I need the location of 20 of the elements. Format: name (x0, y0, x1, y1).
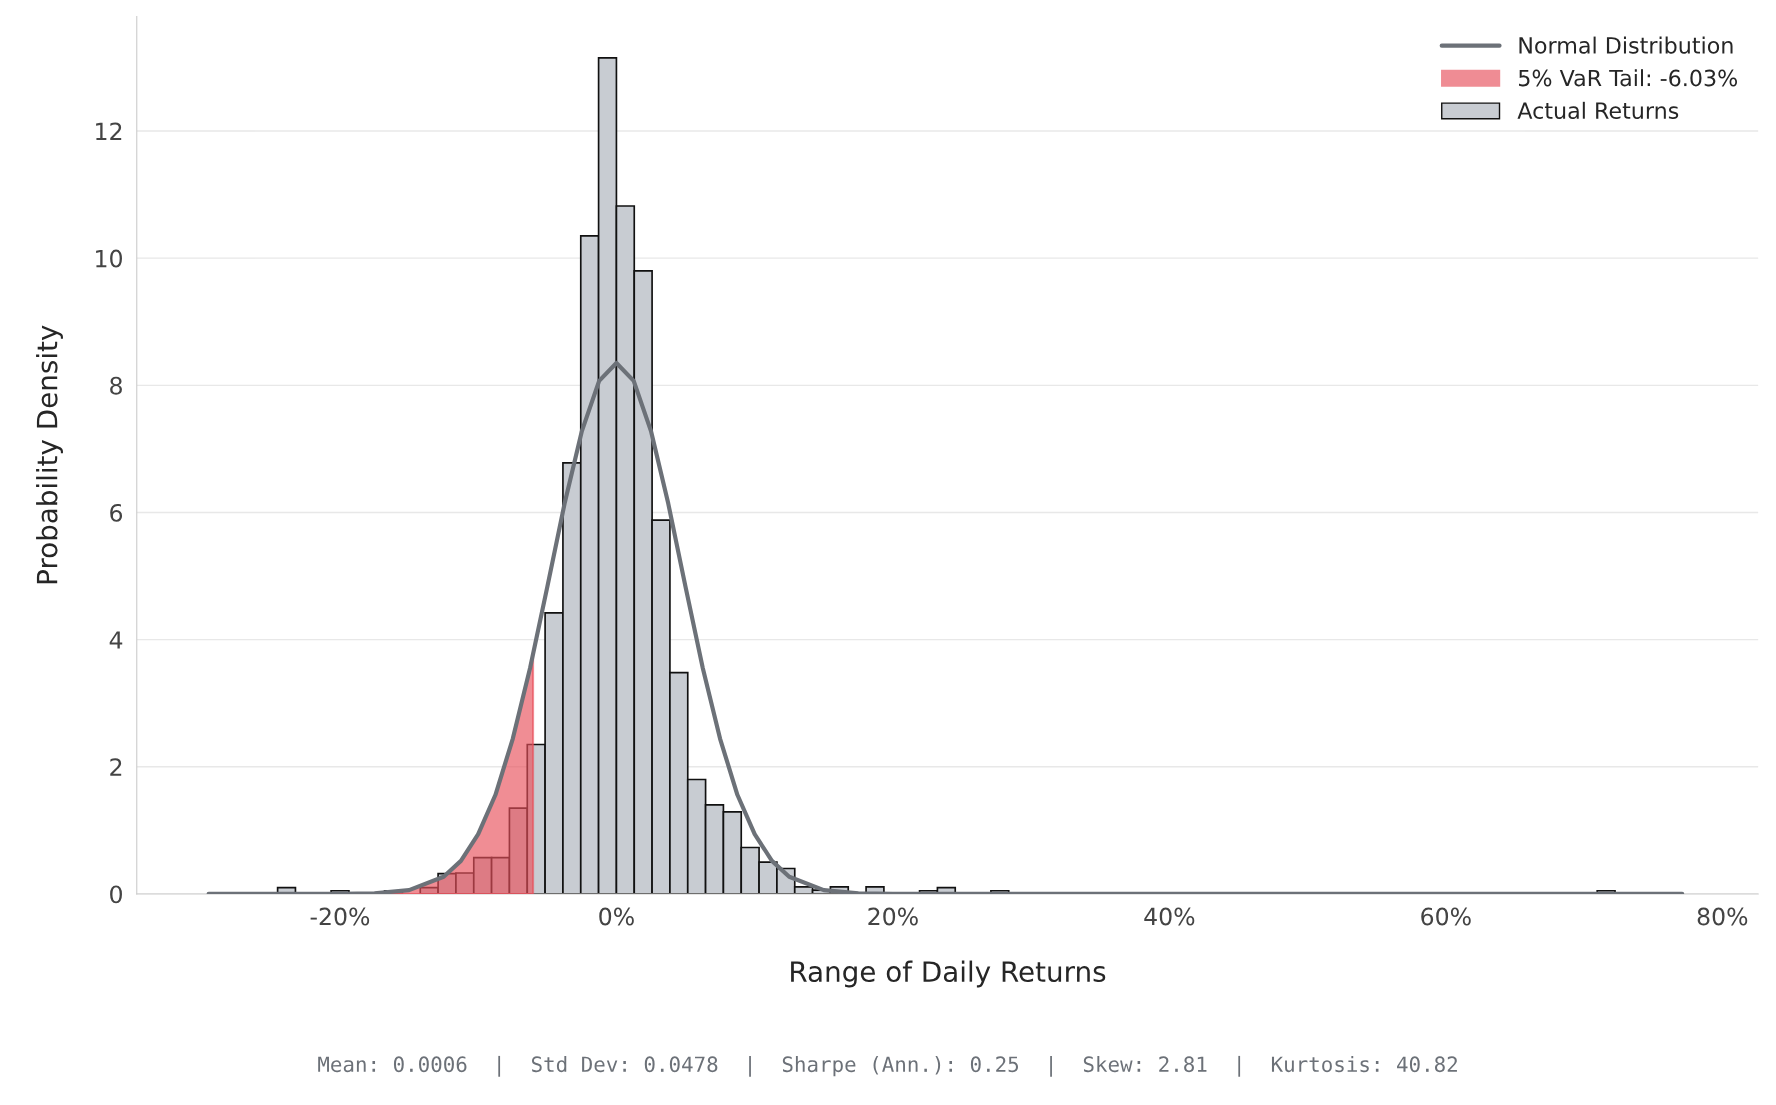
y-tick-label: 12 (96, 122, 122, 140)
legend-label: Normal Distribution (1519, 36, 1733, 54)
text: Mean: 0.0006 | Std Dev: 0.0478 | Sharpe (Ann.): 0.25 | Skew: 2.81 | Kurtosis: 40.82 (318, 1055, 1457, 1077)
y-tick-label: 10 (96, 249, 122, 268)
y-tick-label: 0 (110, 885, 122, 904)
x-tick-label: 0% (599, 907, 634, 926)
y-axis-title: Probability Density (36, 325, 63, 584)
line-series (206, 360, 1685, 894)
x-tick-label: 80% (1697, 907, 1748, 926)
legend-label: Actual Returns (1517, 101, 1679, 120)
y-tick-label: 6 (110, 503, 123, 522)
x-tick-label: 20% (868, 907, 918, 926)
x-tick-label: 60% (1421, 907, 1471, 926)
x-tick-label: -20% (310, 907, 370, 926)
y-tick-label: 4 (109, 631, 123, 649)
legend-label: 5% VaR Tail: -6.03% (1519, 69, 1738, 87)
x-tick-label: 40% (1144, 907, 1195, 926)
x-axis-title: Range of Daily Returns (791, 960, 1106, 988)
y-tick-label: 8 (110, 376, 122, 395)
y-tick-label: 2 (110, 758, 122, 776)
